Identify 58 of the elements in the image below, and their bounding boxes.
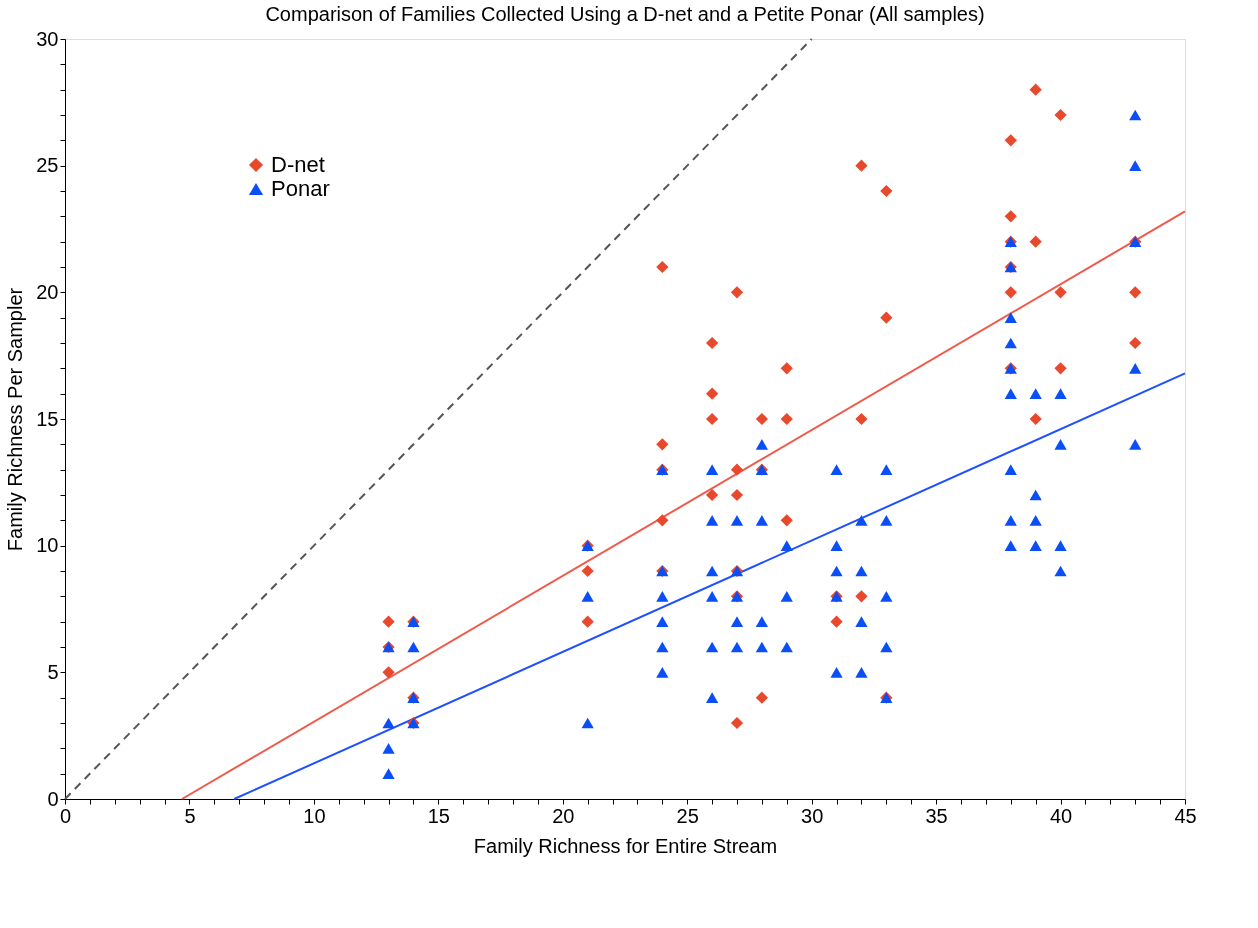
point bbox=[581, 615, 594, 628]
point bbox=[581, 564, 594, 578]
y-tick-label: 25 bbox=[36, 154, 59, 177]
x-tick-label: 5 bbox=[184, 804, 196, 827]
y-tick-label: 20 bbox=[36, 280, 59, 303]
point bbox=[705, 336, 719, 350]
point bbox=[855, 590, 868, 603]
point bbox=[382, 666, 395, 679]
point bbox=[855, 159, 868, 172]
point bbox=[705, 387, 719, 400]
point bbox=[656, 260, 669, 274]
point bbox=[780, 362, 793, 375]
x-tick-label: 40 bbox=[1049, 804, 1073, 827]
point bbox=[705, 488, 719, 502]
y-axis-title: Family Richness Per Sampler bbox=[4, 287, 27, 552]
x-tick-label: 20 bbox=[552, 804, 575, 827]
point bbox=[1054, 362, 1067, 375]
x-tick-label: 15 bbox=[427, 804, 450, 827]
point bbox=[1054, 286, 1067, 299]
point bbox=[880, 184, 893, 198]
point bbox=[1004, 134, 1017, 147]
point bbox=[730, 716, 744, 730]
point bbox=[382, 615, 395, 628]
point bbox=[1004, 210, 1017, 223]
point bbox=[1029, 412, 1042, 426]
x-tick-label: 45 bbox=[1174, 804, 1197, 827]
point bbox=[1054, 108, 1067, 122]
y-tick-label: 10 bbox=[36, 534, 59, 557]
point bbox=[730, 286, 744, 299]
point bbox=[1129, 286, 1142, 299]
chart-title: Comparison of Families Collected Using a D-net and a Petite Ponar (All samples) bbox=[265, 3, 985, 25]
point bbox=[730, 463, 744, 476]
point bbox=[730, 488, 744, 502]
point bbox=[830, 615, 843, 628]
legend-label: D-net bbox=[271, 152, 325, 177]
point bbox=[1029, 235, 1042, 248]
point bbox=[1029, 83, 1042, 96]
point bbox=[780, 412, 793, 426]
point bbox=[755, 412, 769, 426]
point bbox=[656, 514, 669, 527]
x-tick-label: 30 bbox=[801, 804, 824, 827]
y-tick-label: 15 bbox=[36, 407, 59, 430]
point bbox=[880, 311, 893, 324]
legend-label: Ponar bbox=[271, 176, 330, 201]
y-tick-label: 5 bbox=[47, 660, 59, 683]
point bbox=[780, 514, 793, 527]
point bbox=[705, 412, 719, 426]
x-axis-title: Family Richness for Entire Stream bbox=[473, 834, 778, 857]
point bbox=[855, 412, 868, 426]
point bbox=[1129, 336, 1142, 350]
y-tick-label: 30 bbox=[36, 27, 59, 50]
point bbox=[656, 438, 669, 451]
x-tick-label: 25 bbox=[676, 804, 699, 827]
point bbox=[755, 691, 769, 704]
x-tick-label: 35 bbox=[925, 804, 948, 827]
point bbox=[1004, 286, 1017, 299]
y-tick-label: 0 bbox=[47, 787, 59, 810]
x-tick-label: 10 bbox=[303, 804, 326, 827]
